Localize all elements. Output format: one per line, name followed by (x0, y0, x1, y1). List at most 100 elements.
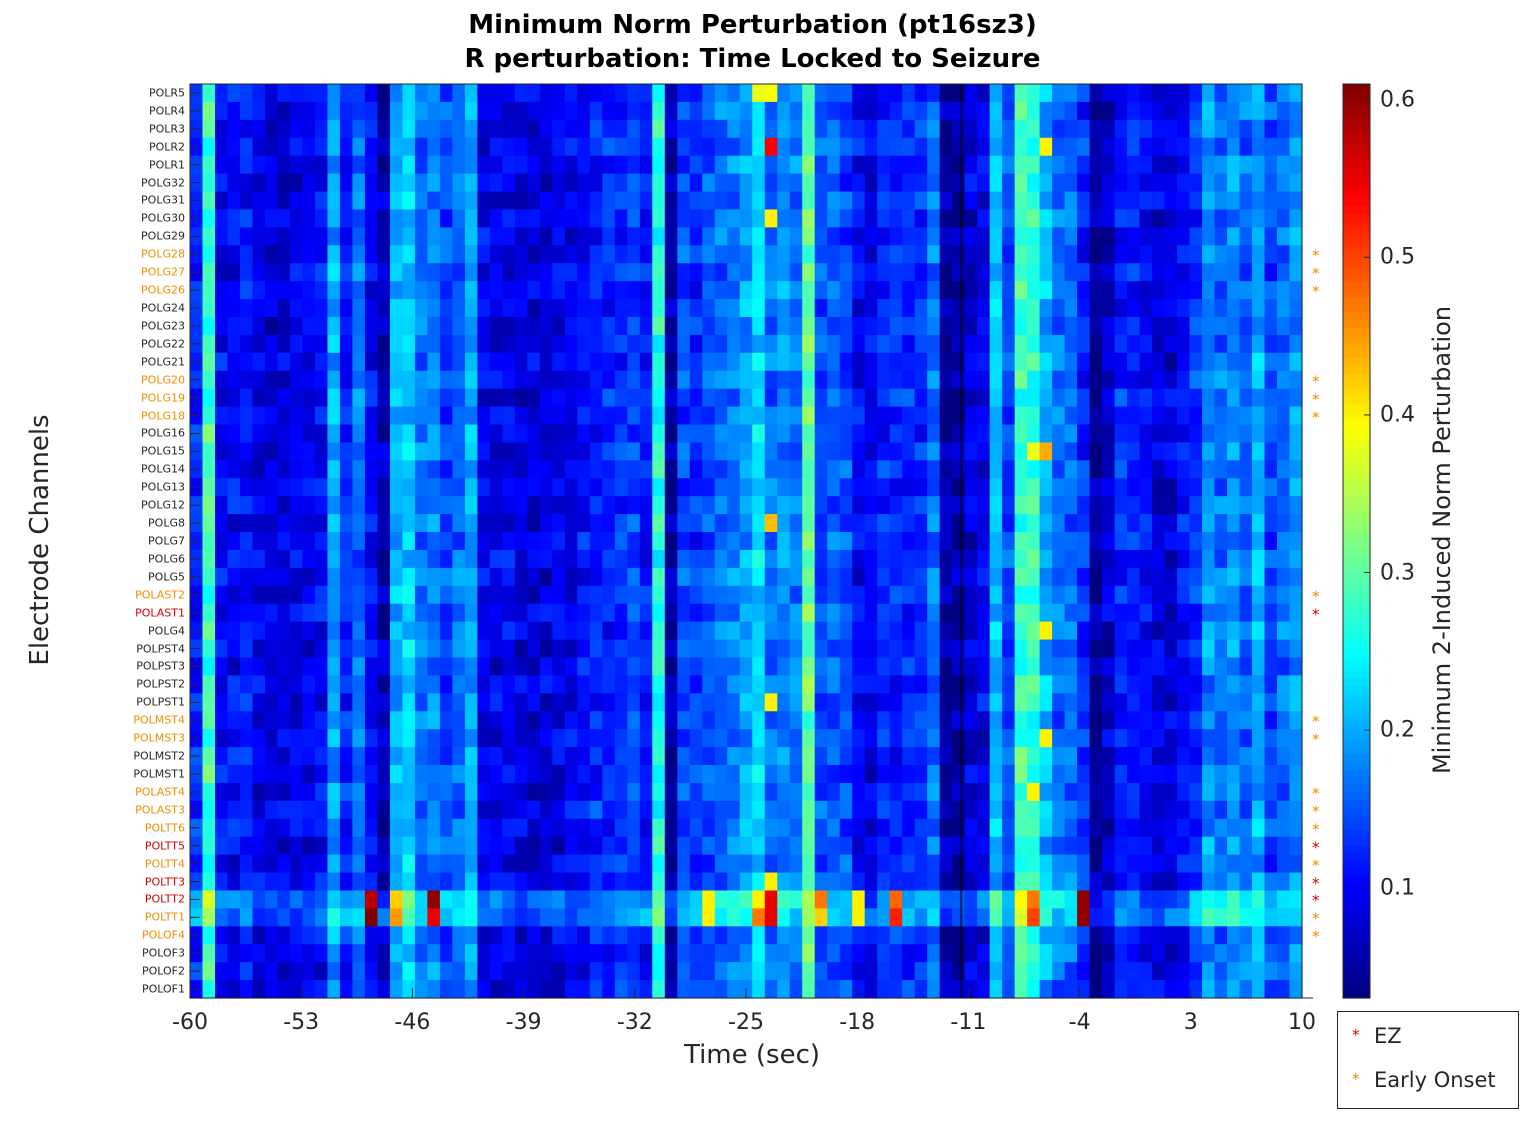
early-onset-marker: * (1312, 927, 1320, 946)
heatmap-cell (202, 191, 216, 211)
heatmap-cell (802, 890, 816, 909)
heatmap-cell (352, 299, 366, 318)
heatmap-cell (1052, 245, 1066, 264)
heatmap-cell (1089, 962, 1103, 981)
heatmap-cell (214, 621, 229, 641)
colorbar-segment (1343, 838, 1370, 847)
heatmap-cell (939, 155, 953, 175)
heatmap-cell (1102, 549, 1116, 569)
heatmap-cell (852, 227, 866, 246)
heatmap-cell (677, 962, 691, 981)
heatmap-cell (764, 782, 778, 802)
heatmap-cell (489, 836, 503, 856)
heatmap-cell (489, 711, 503, 730)
heatmap-cell (927, 370, 941, 390)
heatmap-cell (1177, 101, 1191, 121)
ez-marker: * (1312, 838, 1320, 857)
heatmap-cell (552, 514, 566, 533)
heatmap-cell (1264, 316, 1278, 336)
channel-label: POLMST4 (133, 713, 185, 727)
heatmap-cell (314, 514, 329, 533)
heatmap-cell (539, 908, 553, 927)
heatmap-cell (302, 926, 316, 945)
heatmap-cell (227, 747, 241, 766)
heatmap-cell (889, 460, 903, 479)
heatmap-cell (314, 818, 329, 838)
heatmap-cell (614, 281, 628, 300)
ez-star-icon: * (1352, 1026, 1360, 1044)
heatmap-cell (389, 424, 403, 444)
heatmap-cell (1152, 800, 1166, 820)
heatmap-cell (702, 101, 716, 121)
heatmap-cell (677, 639, 691, 659)
heatmap-cell (302, 711, 316, 730)
heatmap-cell (839, 137, 853, 157)
heatmap-cell (652, 514, 666, 533)
heatmap-cell (452, 890, 466, 909)
heatmap-cell (514, 657, 528, 677)
heatmap-cell (464, 370, 478, 390)
heatmap-cell (777, 173, 791, 193)
heatmap-cell (339, 854, 354, 874)
heatmap-cell (377, 101, 391, 121)
heatmap-cell (802, 747, 816, 766)
heatmap-cell (914, 281, 928, 300)
heatmap-cell (377, 621, 391, 641)
heatmap-cell (277, 478, 291, 497)
heatmap-cell (1027, 657, 1041, 677)
heatmap-cell (927, 549, 941, 569)
heatmap-cell (1114, 782, 1128, 802)
heatmap-cell (1214, 657, 1228, 677)
heatmap-cell (964, 137, 978, 157)
heatmap-cell (689, 800, 703, 820)
heatmap-cell (1202, 890, 1216, 909)
heatmap-cell (1114, 334, 1128, 354)
heatmap-cell (289, 388, 304, 408)
heatmap-cell (202, 854, 216, 874)
heatmap-cell (1252, 711, 1266, 730)
heatmap-cell (339, 514, 354, 533)
heatmap-cell (1214, 747, 1228, 766)
heatmap-cell (1077, 782, 1091, 802)
heatmap-cell (252, 119, 266, 139)
heatmap-cell (314, 908, 329, 927)
heatmap-cell (452, 316, 466, 336)
heatmap-cell (477, 944, 491, 963)
heatmap-cell (1039, 729, 1053, 748)
heatmap-cell (264, 532, 279, 551)
heatmap-cell (364, 908, 379, 927)
heatmap-cell (439, 155, 453, 175)
heatmap-cell (1164, 944, 1178, 963)
heatmap-cell (1252, 675, 1266, 694)
heatmap-cell (752, 388, 766, 408)
colorbar-segment (1343, 647, 1370, 656)
heatmap-cell (814, 926, 828, 945)
heatmap-cell (214, 316, 229, 336)
heatmap-cell (1114, 442, 1128, 461)
heatmap-cell (752, 926, 766, 945)
heatmap-cell (589, 818, 603, 838)
heatmap-cell (1202, 944, 1216, 963)
heatmap-cell (527, 424, 541, 444)
heatmap-cell (289, 585, 304, 605)
heatmap-cell (439, 549, 453, 569)
heatmap-cell (1239, 119, 1253, 139)
heatmap-cell (352, 603, 366, 623)
heatmap-cell (1252, 406, 1266, 426)
heatmap-cell (327, 84, 341, 103)
heatmap-cell (877, 872, 891, 892)
heatmap-cell (677, 424, 691, 444)
heatmap-cell (977, 316, 991, 336)
heatmap-cell (202, 872, 216, 892)
heatmap-cell (852, 137, 866, 157)
heatmap-cell (752, 460, 766, 479)
heatmap-cell (752, 675, 766, 694)
early-onset-marker: * (1312, 264, 1320, 283)
heatmap-cell (1177, 782, 1191, 802)
heatmap-cell (577, 944, 591, 963)
heatmap-cell (1239, 890, 1253, 909)
heatmap-cell (377, 316, 391, 336)
heatmap-cell (814, 890, 828, 909)
heatmap-cell (1239, 514, 1253, 533)
heatmap-cell (389, 191, 403, 211)
